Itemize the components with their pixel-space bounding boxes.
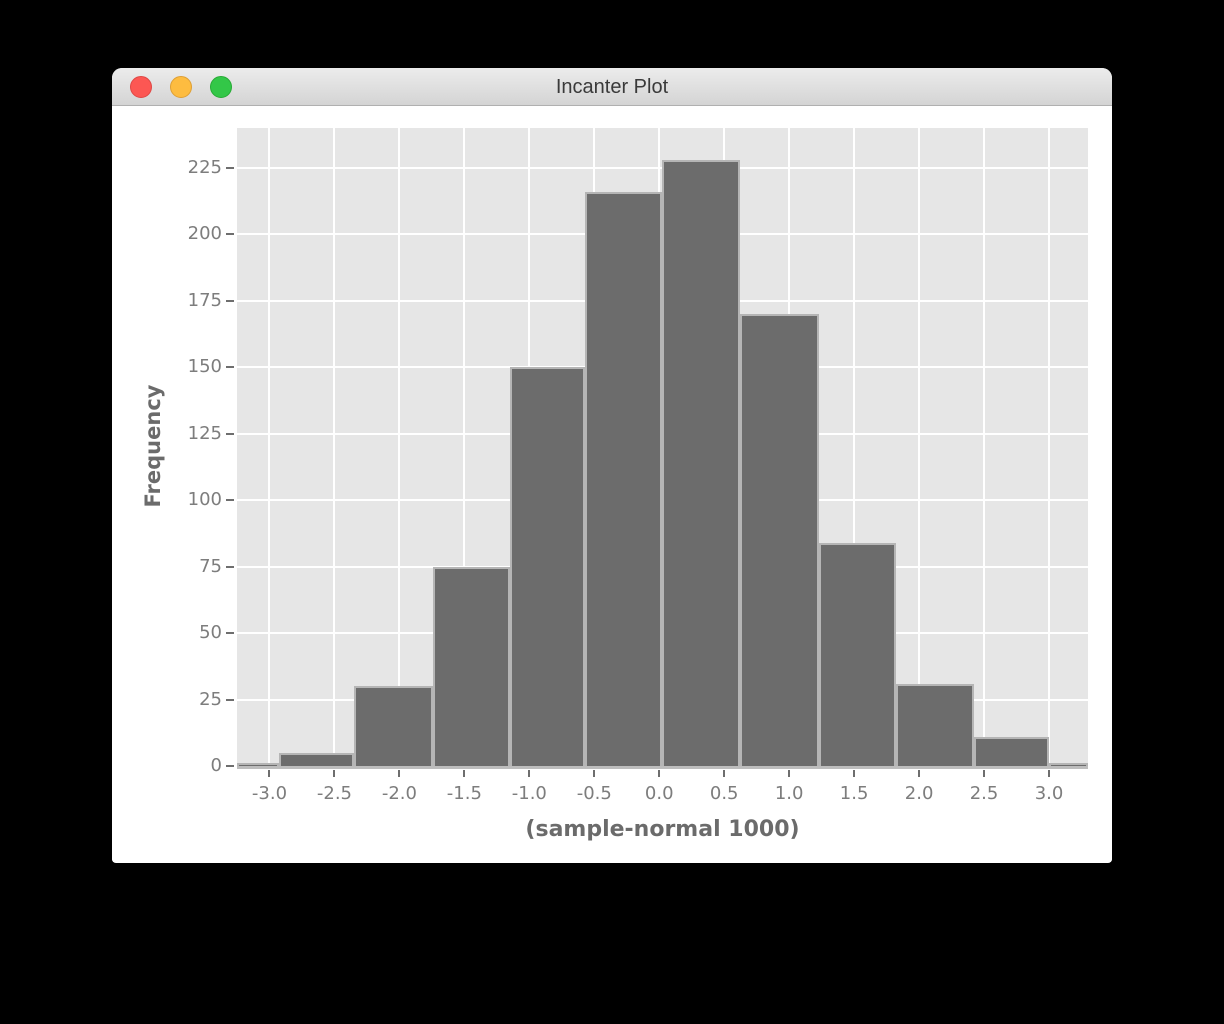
histogram-bar xyxy=(509,367,586,766)
histogram-bar xyxy=(585,191,662,766)
y-tick-label: 225 xyxy=(187,156,222,178)
y-tick-mark xyxy=(226,499,234,502)
x-tick-mark xyxy=(788,770,791,777)
x-axis-line xyxy=(237,766,1088,769)
y-tick-mark xyxy=(226,565,234,568)
zoom-button[interactable] xyxy=(210,76,232,98)
y-tick-mark xyxy=(226,432,234,435)
histogram-bar xyxy=(1049,763,1088,766)
x-tick-label: -2.0 xyxy=(381,783,417,804)
window-titlebar[interactable]: Incanter Plot xyxy=(112,68,1112,106)
x-tick-label: 2.5 xyxy=(969,783,999,804)
x-tick-mark xyxy=(1048,770,1051,777)
x-tick-label: 2.0 xyxy=(904,783,934,804)
y-tick-mark xyxy=(226,366,234,369)
x-tick-label: -2.5 xyxy=(316,783,352,804)
x-tick-mark xyxy=(853,770,856,777)
y-tick-mark xyxy=(226,166,234,169)
y-tick-mark xyxy=(226,233,234,236)
close-button[interactable] xyxy=(130,76,152,98)
x-tick-label: 0.0 xyxy=(644,783,674,804)
x-axis-title: (sample-normal 1000) xyxy=(525,817,800,842)
histogram-bar xyxy=(278,752,354,766)
histogram-bar xyxy=(353,686,434,766)
x-tick-mark xyxy=(398,770,401,777)
x-tick-label: 1.0 xyxy=(774,783,804,804)
x-tick-label: -1.0 xyxy=(511,783,547,804)
plot-area xyxy=(237,128,1088,766)
x-tick-mark xyxy=(593,770,596,777)
chart-region: Frequency (sample-normal 1000) 0 25 50 75 10… xyxy=(112,106,1112,862)
vertical-gridline xyxy=(983,128,986,766)
window-title: Incanter Plot xyxy=(555,76,669,98)
vertical-gridline xyxy=(268,128,271,766)
x-tick-label: 0.5 xyxy=(709,783,739,804)
y-tick-label: 50 xyxy=(199,622,222,644)
vertical-gridline xyxy=(463,128,466,766)
x-tick-mark xyxy=(658,770,661,777)
histogram-bar xyxy=(739,314,820,766)
x-tick-mark xyxy=(983,770,986,777)
histogram-bar xyxy=(237,763,279,766)
vertical-gridline xyxy=(1048,128,1051,766)
x-tick-mark xyxy=(333,770,336,777)
y-tick-label: 200 xyxy=(187,223,222,245)
x-tick-mark xyxy=(918,770,921,777)
histogram-bar xyxy=(433,566,510,766)
traffic-lights xyxy=(130,76,232,98)
histogram-bar xyxy=(819,542,896,766)
incanter-plot-window: Incanter Plot Frequency (sample-normal 1… xyxy=(112,68,1112,863)
x-tick-mark xyxy=(723,770,726,777)
y-tick-mark xyxy=(226,698,234,701)
y-tick-label: 100 xyxy=(187,489,222,511)
y-tick-label: 0 xyxy=(210,755,222,777)
y-tick-label: 75 xyxy=(199,555,222,577)
x-tick-label: -0.5 xyxy=(576,783,612,804)
y-tick-label: 125 xyxy=(187,422,222,444)
histogram-bar xyxy=(973,736,1049,766)
x-tick-mark xyxy=(268,770,271,777)
x-tick-label: 3.0 xyxy=(1034,783,1064,804)
vertical-gridline xyxy=(333,128,336,766)
histogram-bar xyxy=(661,159,740,766)
y-tick-label: 25 xyxy=(199,688,222,710)
x-tick-label: -1.5 xyxy=(446,783,482,804)
x-tick-label: -3.0 xyxy=(251,783,288,804)
x-tick-mark xyxy=(528,770,531,777)
x-tick-label: 1.5 xyxy=(839,783,869,804)
vertical-gridline xyxy=(853,128,856,766)
y-tick-mark xyxy=(226,765,234,767)
vertical-gridline xyxy=(918,128,921,766)
histogram-bar xyxy=(895,683,974,766)
y-tick-label: 150 xyxy=(187,356,222,378)
x-tick-mark xyxy=(463,770,466,777)
y-tick-mark xyxy=(226,299,234,302)
y-tick-label: 175 xyxy=(187,289,222,311)
vertical-gridline xyxy=(398,128,401,766)
y-tick-mark xyxy=(226,632,234,635)
minimize-button[interactable] xyxy=(170,76,192,98)
